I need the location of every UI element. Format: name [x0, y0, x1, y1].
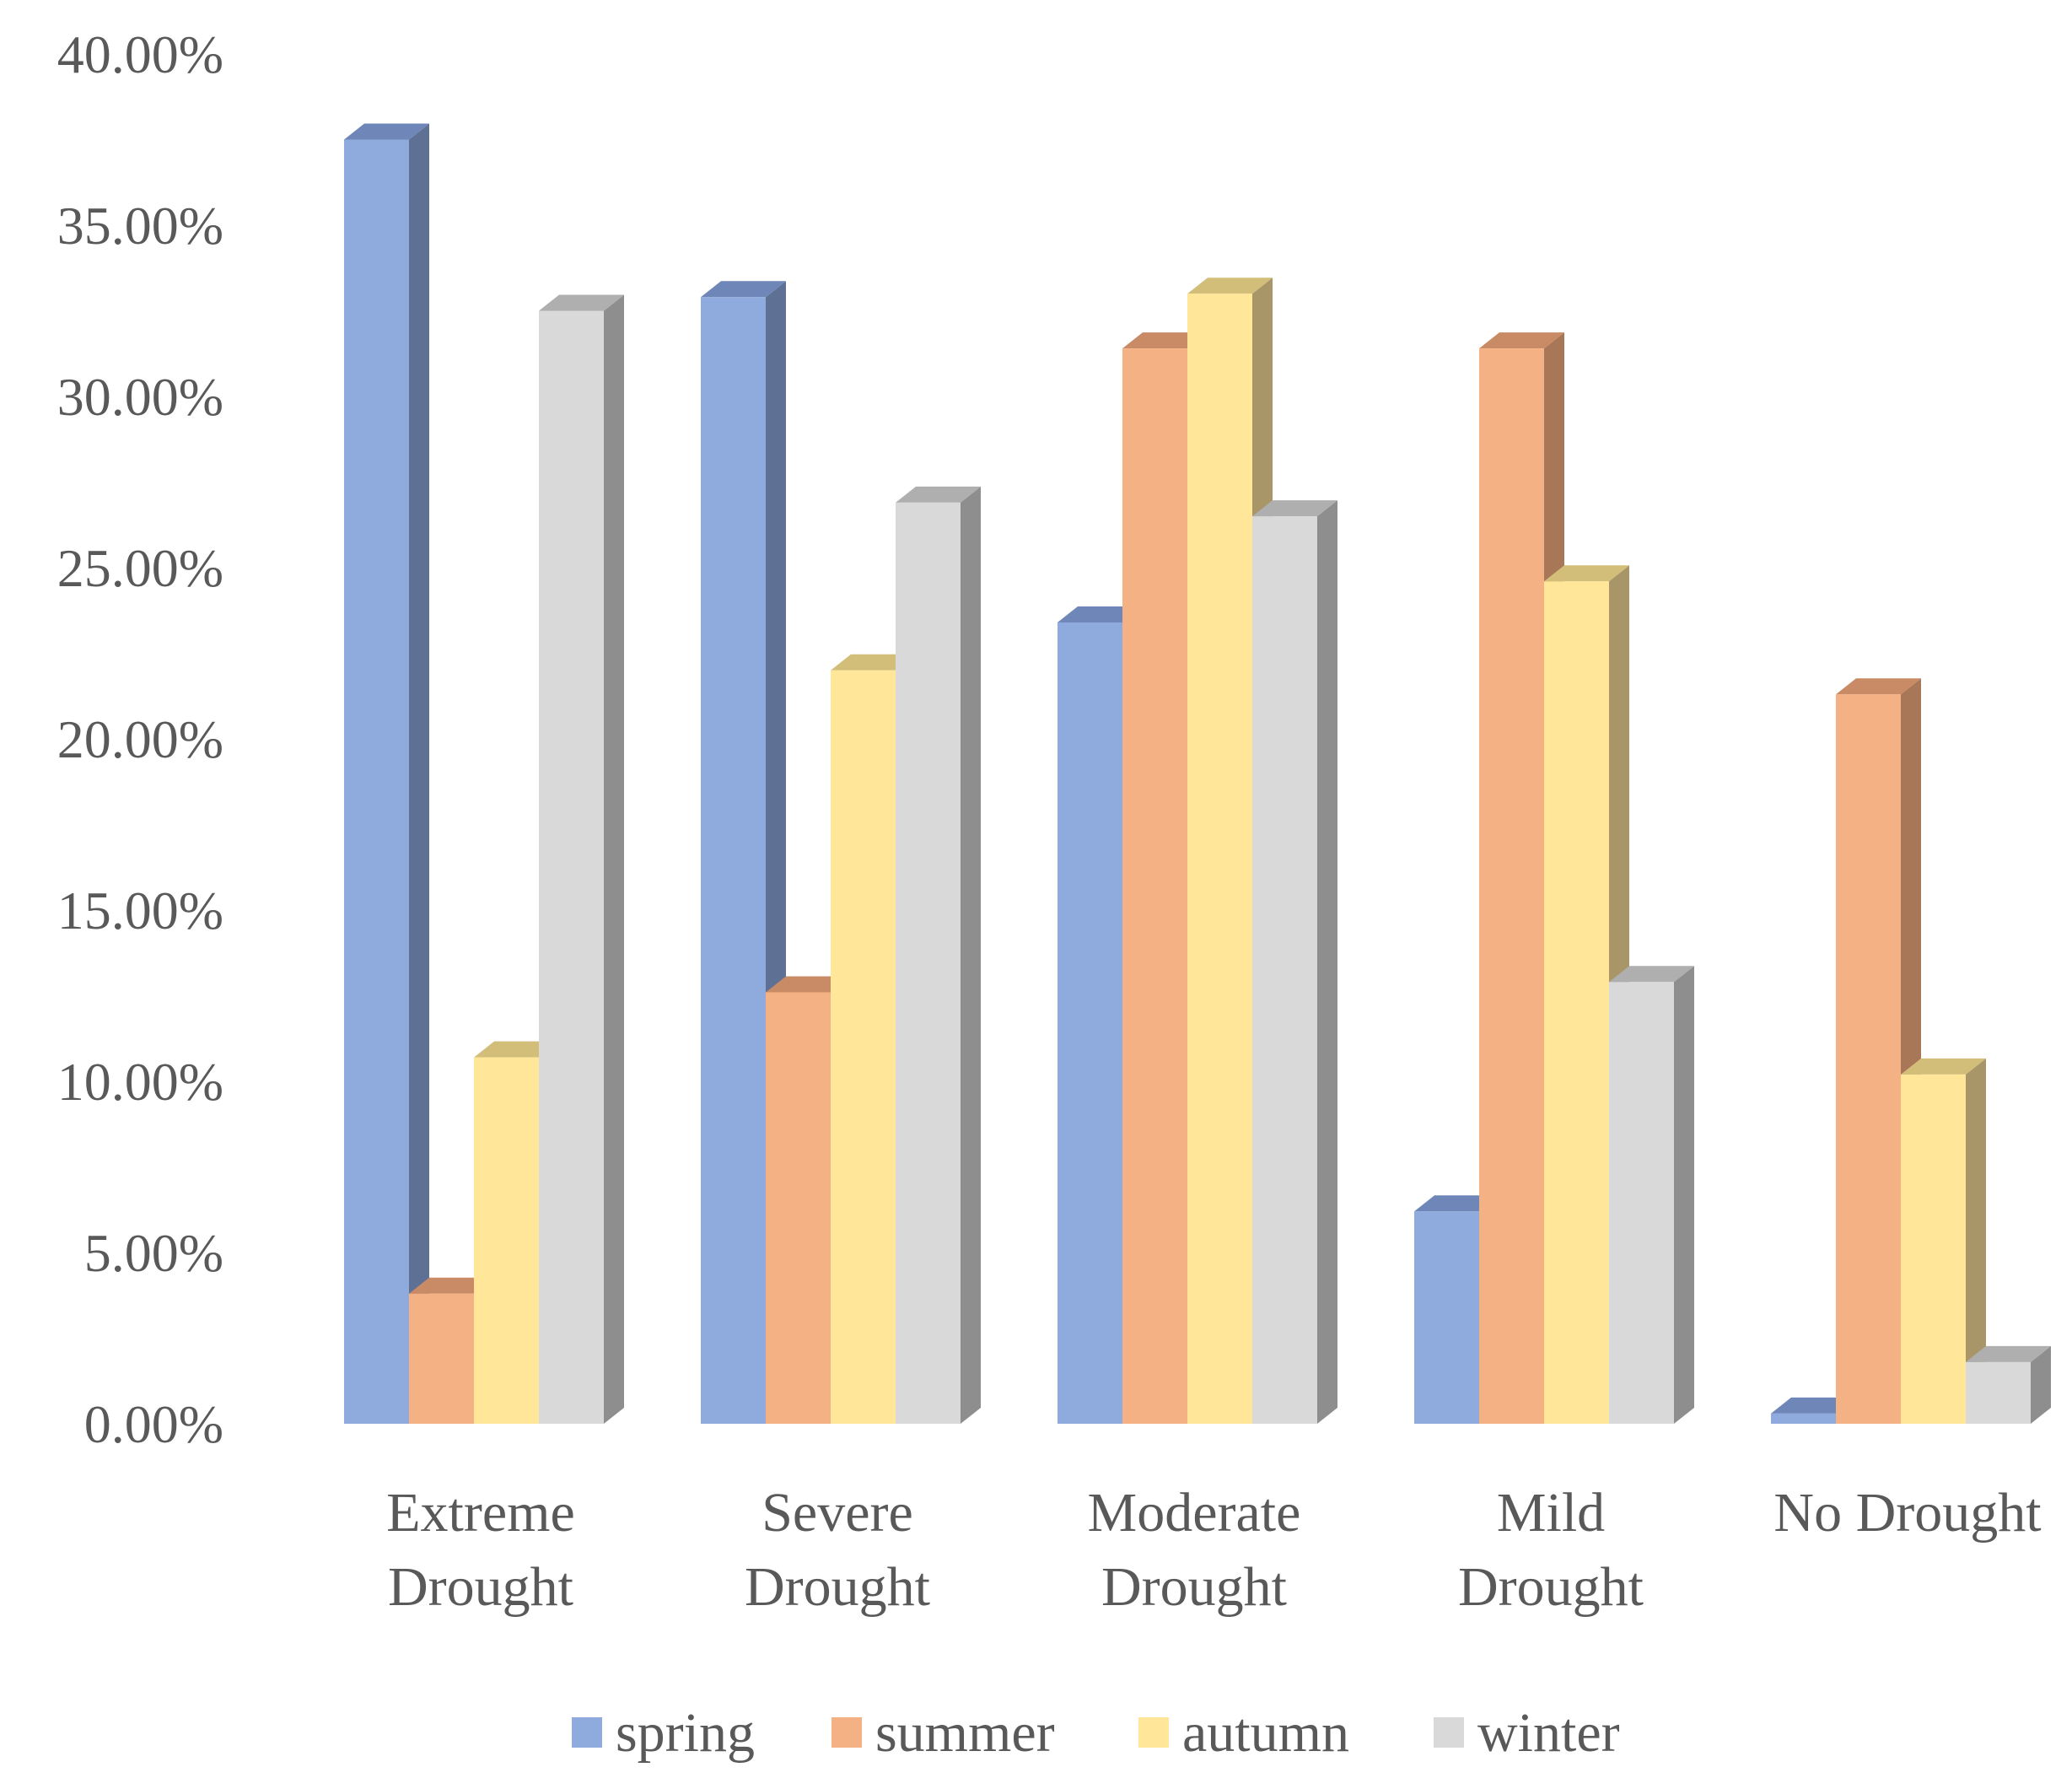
legend-item-winter: winter [1434, 1702, 1620, 1764]
y-tick-label: 35.00% [57, 196, 223, 256]
bar-front-face [1252, 516, 1317, 1424]
bar-top-face [1966, 1345, 2051, 1362]
bar-front-face [1122, 348, 1187, 1424]
y-tick-label: 30.00% [57, 367, 223, 427]
bar-front-face [1414, 1211, 1479, 1424]
bar-top-face [1414, 1195, 1499, 1212]
y-axis: 0.00% 5.00% 10.00% 15.00% 20.00% 25.00% 30.00%… [57, 24, 223, 1454]
y-tick-label: 10.00% [57, 1052, 223, 1112]
legend-swatch [1138, 1717, 1169, 1748]
bar-side-face [409, 123, 429, 1424]
bar-top-face [1479, 332, 1564, 349]
bar-side-face [1966, 1058, 1986, 1424]
category-label: Moderate [1088, 1482, 1301, 1544]
bar-front-face [1544, 581, 1609, 1424]
bar-top-face [831, 654, 916, 671]
legend-item-autumn: autumn [1138, 1702, 1349, 1764]
bar-winter [1966, 1345, 2051, 1424]
category-label: Drought [745, 1556, 930, 1618]
bar-winter [1252, 500, 1337, 1424]
legend-label: winter [1477, 1702, 1620, 1764]
bar-top-face [539, 294, 624, 311]
y-tick-label: 40.00% [57, 24, 223, 84]
bar-front-face [896, 502, 961, 1424]
category-label: Drought [1458, 1556, 1644, 1618]
bar-front-face [1966, 1361, 2031, 1424]
bar-top-face [1609, 966, 1694, 983]
legend-swatch [1434, 1717, 1464, 1748]
y-tick-label: 5.00% [84, 1223, 223, 1283]
category-label: Severe [762, 1482, 913, 1544]
legend-swatch [572, 1717, 602, 1748]
category-label: Mild [1497, 1482, 1605, 1544]
bar-top-face [1771, 1397, 1856, 1414]
bar-side-face [1674, 966, 1694, 1424]
bar-front-face [1609, 982, 1674, 1424]
y-tick-label: 25.00% [57, 538, 223, 598]
legend: spring summer autumn winter [572, 1702, 1620, 1764]
bar-top-face [896, 486, 981, 503]
bar-top-face [474, 1041, 559, 1058]
bar-front-face [1479, 348, 1544, 1424]
bar-front-face [474, 1057, 539, 1424]
bar-side-face [2031, 1345, 2051, 1424]
bar-front-face [539, 310, 604, 1424]
bar-top-face [1836, 678, 1921, 695]
bar-top-face [766, 976, 851, 993]
category-label: Drought [1101, 1556, 1287, 1618]
bar-side-face [1317, 500, 1337, 1424]
bar-top-face [409, 1277, 494, 1294]
bar-top-face [1252, 500, 1337, 517]
bar-spring [344, 123, 429, 1424]
bar-winter [896, 486, 981, 1424]
bar-top-face [1122, 332, 1208, 349]
bar-top-face [344, 123, 429, 140]
bar-top-face [1544, 565, 1629, 582]
bar-front-face [344, 139, 409, 1424]
bar-front-face [1058, 622, 1122, 1424]
y-tick-label: 15.00% [57, 881, 223, 940]
bar-top-face [1058, 606, 1143, 622]
legend-item-summer: summer [831, 1702, 1055, 1764]
y-tick-label: 0.00% [84, 1394, 223, 1454]
bar-front-face [831, 670, 896, 1424]
bar-top-face [1901, 1058, 1986, 1075]
bar-front-face [409, 1293, 474, 1424]
legend-label: summer [875, 1702, 1055, 1764]
legend-label: autumn [1182, 1702, 1349, 1764]
category-label: Drought [388, 1556, 573, 1618]
bar-winter [539, 294, 624, 1424]
category-label: No Drought [1773, 1482, 2041, 1544]
bar-front-face [1836, 694, 1901, 1424]
x-axis: Extreme Drought Severe Drought Moderate Droug… [386, 1482, 2041, 1618]
bars [344, 123, 2051, 1425]
bar-front-face [1187, 294, 1252, 1425]
bar-side-face [961, 486, 981, 1424]
bar-top-face [1187, 277, 1273, 294]
y-tick-label: 20.00% [57, 709, 223, 769]
bar-top-face [701, 281, 786, 298]
bar-front-face [701, 297, 766, 1424]
bar-front-face [766, 992, 831, 1424]
bar-side-face [604, 294, 624, 1424]
legend-label: spring [616, 1702, 755, 1764]
category-label: Extreme [386, 1482, 575, 1544]
bar-autumn [1901, 1058, 1986, 1424]
legend-swatch [831, 1717, 862, 1748]
legend-item-spring: spring [572, 1702, 755, 1764]
bar-winter [1609, 966, 1694, 1424]
bar-front-face [1771, 1413, 1836, 1424]
bar-front-face [1901, 1074, 1966, 1424]
